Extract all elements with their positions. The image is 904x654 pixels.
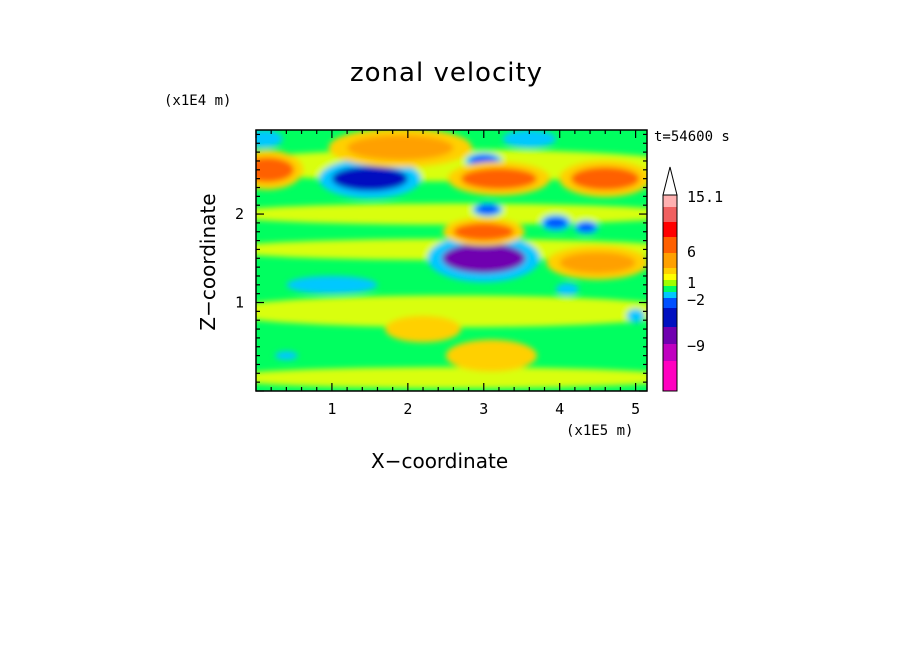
colorbar-segment xyxy=(663,253,677,268)
colorbar: 15.1 6 1−2 −9 xyxy=(662,166,723,392)
feature-14 xyxy=(286,275,378,294)
feature-5 xyxy=(577,222,596,232)
feature-8 xyxy=(460,168,537,190)
feature-19 xyxy=(626,308,645,323)
axis-ticks: 1 2 3 4 5 1 2 xyxy=(235,130,647,418)
plot-frame xyxy=(255,129,648,392)
feature-10 xyxy=(571,167,640,191)
feature-12 xyxy=(385,315,461,343)
colorbar-segment xyxy=(663,274,677,280)
colorbar-segment xyxy=(663,344,677,361)
y-unit-label: (x1E4 m) xyxy=(164,93,232,109)
feature-9 xyxy=(453,222,515,241)
x-tick-label: 4 xyxy=(555,400,564,418)
colorbar-segment xyxy=(663,280,677,286)
x-tick-label: 1 xyxy=(327,400,336,418)
feature-16 xyxy=(256,130,283,148)
colorbar-segment xyxy=(663,308,677,327)
feature-0 xyxy=(331,166,408,192)
feature-6 xyxy=(256,157,294,183)
colorbar-tick-label: 1 xyxy=(687,274,696,292)
colorbar-tick-label: −2 xyxy=(687,291,705,309)
y-tick-label: 2 xyxy=(235,205,244,223)
feature-15 xyxy=(274,351,298,361)
colorbar-segment xyxy=(663,237,677,253)
colorbar-segment xyxy=(663,207,677,222)
feature-13 xyxy=(445,339,537,372)
time-label: t=54600 s xyxy=(654,129,730,145)
feature-17 xyxy=(502,130,556,148)
colorbar-segment xyxy=(663,327,677,344)
feature-7 xyxy=(347,135,454,161)
colorbar-segment xyxy=(663,292,677,298)
colorbar-segment xyxy=(663,268,677,274)
feature-1 xyxy=(442,243,526,274)
x-tick-label: 3 xyxy=(479,400,488,418)
x-axis-title: X−coordinate xyxy=(371,449,509,473)
colorbar-tick-label: −9 xyxy=(687,337,705,355)
colorbar-extend-top xyxy=(662,166,678,196)
x-tick-label: 2 xyxy=(403,400,412,418)
feature-18 xyxy=(555,283,579,296)
colorbar-segment xyxy=(663,195,677,207)
feature-11 xyxy=(559,252,636,274)
colorbar-tick-label: 6 xyxy=(687,243,696,261)
colorbar-segment xyxy=(663,361,677,391)
x-unit-label: (x1E5 m) xyxy=(566,423,634,439)
band-4 xyxy=(256,367,647,389)
y-tick-label: 1 xyxy=(235,294,244,312)
band-3 xyxy=(256,295,647,328)
chart-title: zonal velocity xyxy=(350,58,544,88)
colorbar-segment xyxy=(663,222,677,237)
band-1 xyxy=(256,203,647,225)
colorbar-frame xyxy=(662,194,678,392)
contour-field xyxy=(256,130,647,391)
feature-3 xyxy=(476,205,499,215)
colorbar-tick-label: 15.1 xyxy=(687,188,723,206)
feature-4 xyxy=(544,217,568,229)
x-tick-label: 5 xyxy=(631,400,640,418)
colorbar-segment xyxy=(663,298,677,308)
colorbar-segment xyxy=(663,286,677,292)
